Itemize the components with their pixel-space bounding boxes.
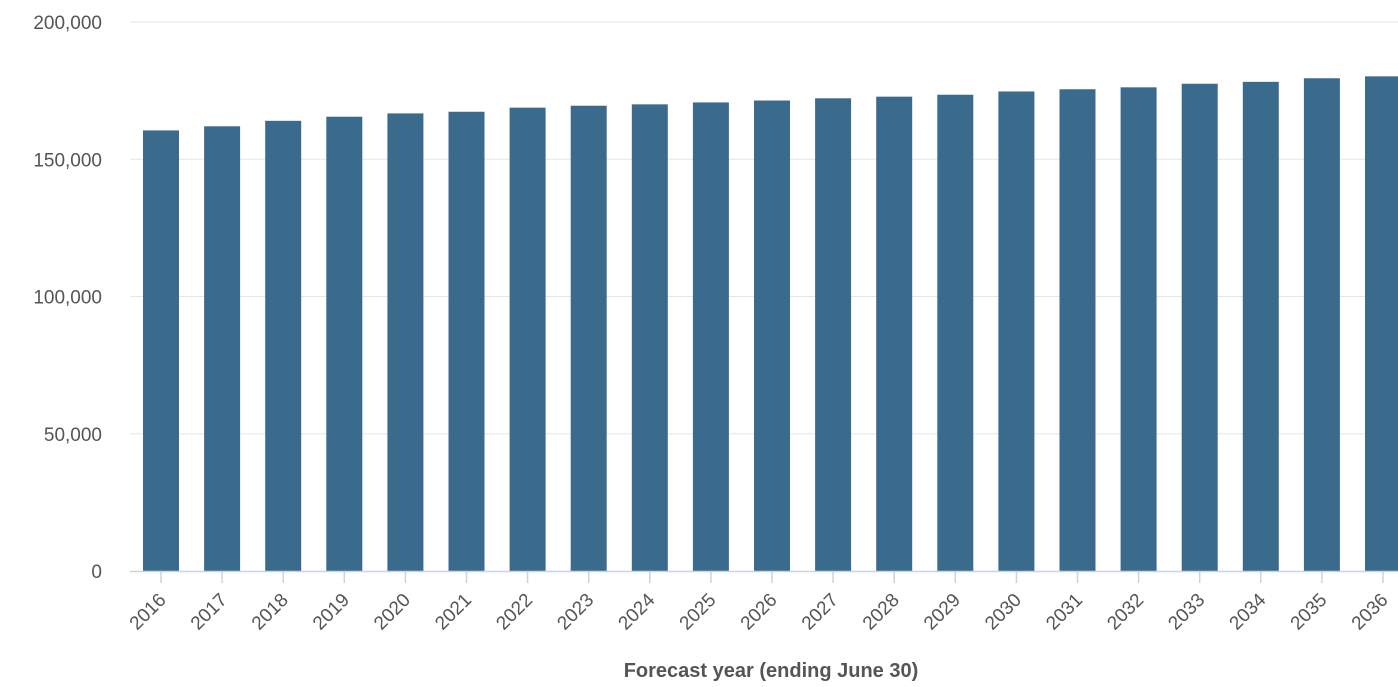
x-tick-label: 2029: [920, 590, 965, 635]
x-tick-label: 2025: [676, 590, 721, 635]
x-tick-label: 2033: [1164, 590, 1209, 635]
bar-2033[interactable]: [1181, 83, 1218, 571]
x-tick-label: 2034: [1226, 589, 1271, 634]
x-tick-label: 2020: [370, 590, 415, 635]
bar-2020[interactable]: [387, 113, 424, 571]
x-tick-label: 2024: [615, 589, 660, 634]
bar-2026[interactable]: [754, 100, 790, 571]
bar-2028[interactable]: [876, 96, 913, 571]
x-tick-label: 2018: [248, 590, 293, 635]
bar-2023[interactable]: [570, 105, 607, 571]
bar-2018[interactable]: [265, 120, 302, 571]
x-tick-label: 2019: [309, 590, 354, 635]
bar-2022[interactable]: [509, 107, 546, 572]
bar-2034[interactable]: [1242, 81, 1279, 571]
bar-2019[interactable]: [326, 116, 363, 571]
x-tick-label: 2027: [798, 590, 843, 635]
y-tick-label: 200,000: [33, 13, 102, 34]
x-tick-label: 2021: [431, 590, 476, 635]
x-tick-label: 2017: [187, 590, 232, 635]
x-tick-label: 2030: [981, 590, 1026, 635]
x-axis: [130, 570, 1398, 583]
bars: [143, 76, 1398, 572]
bar-2017[interactable]: [204, 126, 241, 571]
y-tick-label: 50,000: [44, 425, 102, 446]
x-tick-label: 2022: [492, 590, 537, 635]
bar-2021[interactable]: [448, 111, 485, 571]
bar-2030[interactable]: [998, 91, 1035, 572]
x-tick-label: 2016: [126, 590, 171, 635]
x-tick-labels: 2016 2017 2018 2019 2020 2021 2022 2023 2024 2025…: [126, 589, 1393, 634]
x-tick-label: 2031: [1042, 590, 1087, 635]
bar-2024[interactable]: [631, 104, 668, 571]
y-tick-label: 0: [91, 562, 102, 583]
x-tick-label: 2023: [553, 590, 598, 635]
y-tick-label: 100,000: [33, 288, 102, 309]
bar-2032[interactable]: [1120, 87, 1157, 572]
y-tick-label: 150,000: [33, 150, 102, 171]
x-tick-label: 2035: [1287, 590, 1332, 635]
x-tick-label: 2036: [1348, 590, 1393, 635]
bar-2016[interactable]: [143, 130, 179, 572]
bar-2027[interactable]: [815, 98, 852, 571]
bar-2025[interactable]: [692, 102, 729, 571]
x-tick-label: 2028: [859, 590, 904, 635]
x-axis-title: Forecast year (ending June 30): [624, 660, 919, 682]
y-tick-labels: 0 50,000 100,000 150,000 200,000: [33, 13, 102, 583]
bar-2036[interactable]: [1365, 76, 1398, 571]
bar-2031[interactable]: [1059, 89, 1096, 571]
bar-2035[interactable]: [1303, 78, 1340, 572]
x-tick-label: 2026: [737, 590, 782, 635]
x-tick-label: 2032: [1103, 590, 1148, 635]
bar-2029[interactable]: [937, 94, 974, 572]
